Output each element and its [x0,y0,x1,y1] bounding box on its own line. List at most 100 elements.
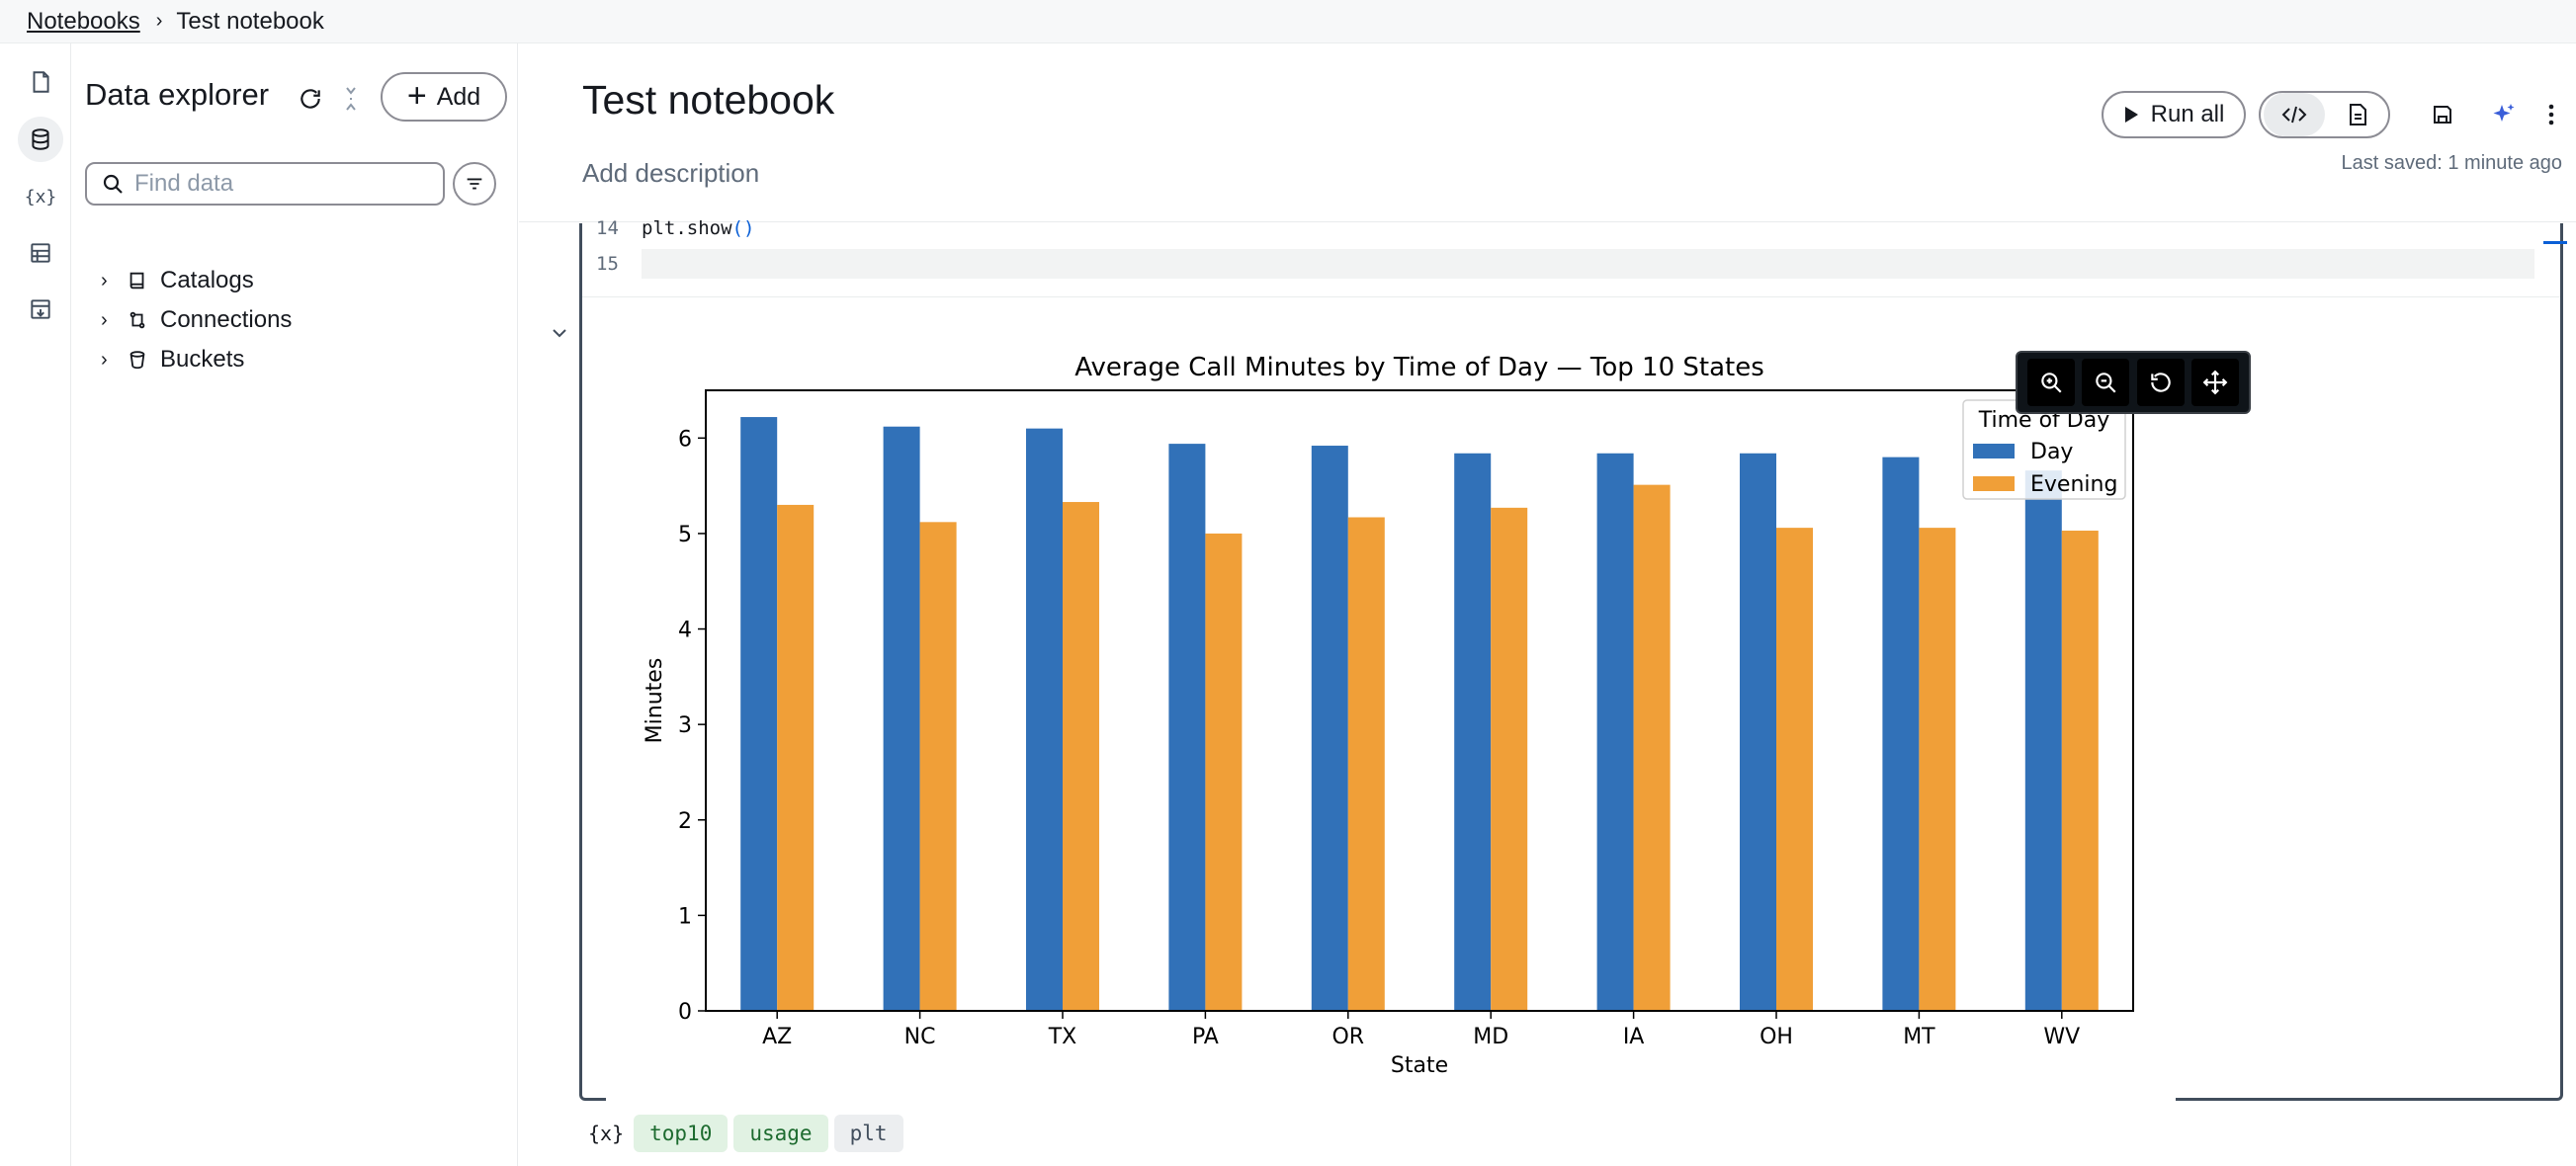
y-tick-label: 1 [678,904,692,929]
code-editor[interactable]: 14 plt.show() 15 [582,217,2560,294]
bar-evening-tx [1063,502,1099,1011]
more-vertical-icon [2548,104,2554,125]
search-field[interactable] [85,162,445,206]
x-tick-label: TX [1048,1025,1077,1049]
tree-item-connections[interactable]: › Connections [101,306,293,333]
filter-button[interactable] [453,162,496,206]
variables-bar: {x} top10 usage plt [588,1115,903,1152]
header-divider [519,221,2576,222]
search-icon [103,174,123,194]
breadcrumb: Notebooks › Test notebook [0,0,2576,43]
cell-output: Average Call Minutes by Time of Day — To… [606,298,2176,1101]
chevron-right-icon[interactable]: › [101,269,108,292]
bar-day-ia [1596,453,1634,1011]
chevron-right-icon[interactable]: › [101,308,108,331]
zoom-in-icon [2041,373,2062,393]
refresh-icon[interactable] [291,79,330,119]
document-view-button[interactable] [2328,93,2389,136]
current-line-highlight [642,249,2534,279]
reset-view-button[interactable] [2136,359,2185,406]
y-tick-label: 5 [678,523,692,547]
x-tick-label: PA [1192,1025,1219,1049]
move-icon [2202,370,2228,395]
collapse-output-button[interactable] [545,318,574,348]
table-icon[interactable] [18,230,63,276]
chart-toolbar [2016,351,2251,414]
chevron-right-icon[interactable]: › [101,348,108,371]
add-button[interactable]: + Add [381,72,507,122]
export-icon[interactable] [18,287,63,332]
chart: Average Call Minutes by Time of Day — To… [606,298,2176,1099]
y-tick-label: 6 [678,427,692,452]
breadcrumb-notebooks-link[interactable]: Notebooks [27,7,140,35]
variable-chip[interactable]: top10 [634,1115,729,1152]
x-tick-label: MT [1903,1025,1935,1049]
notebook-main: Test notebook Add description Run all La… [519,43,2576,1166]
line-number: 14 [596,217,619,239]
connections-icon [129,311,145,329]
notebook-files-icon[interactable] [18,59,63,105]
x-axis-label: State [1391,1053,1448,1078]
x-tick-label: OH [1760,1025,1793,1049]
code-cell[interactable]: 14 plt.show() 15 Average Call Minutes by… [553,217,2563,1101]
description-field[interactable]: Add description [582,158,760,188]
bucket-icon [129,351,145,370]
bar-evening-or [1347,517,1385,1011]
filter-icon [467,178,482,190]
book-icon [129,272,144,290]
search-input[interactable] [134,170,431,198]
tree-item-buckets[interactable]: › Buckets [101,346,245,373]
bar-day-tx [1026,428,1063,1012]
play-icon [2124,107,2138,123]
y-tick-label: 0 [678,1000,692,1025]
legend-label: Day [2030,440,2073,464]
x-tick-label: AZ [762,1025,792,1049]
code-icon [2281,106,2307,124]
bar-day-az [740,417,778,1011]
run-all-button[interactable]: Run all [2102,91,2246,138]
breadcrumb-current: Test notebook [176,7,324,35]
plot-frame [705,389,2134,1012]
collapse-all-icon[interactable] [336,79,366,119]
save-icon [2434,106,2451,124]
panel-title: Data explorer [85,77,270,112]
chart-title: Average Call Minutes by Time of Day — To… [1074,353,1764,382]
y-tick-label: 3 [678,713,692,738]
bar-chart: Average Call Minutes by Time of Day — To… [643,353,2134,1078]
x-tick-label: MD [1473,1025,1508,1049]
legend-swatch-day [1973,444,2015,458]
view-mode-toggle [2259,91,2390,138]
chevron-down-icon [553,329,566,338]
bar-day-wv [2024,470,2062,1011]
pan-button[interactable] [2191,359,2240,406]
variables-icon[interactable]: {x} [24,186,57,208]
bar-evening-pa [1205,533,1243,1011]
code-view-button[interactable] [2264,93,2325,136]
legend-swatch-evening [1973,476,2015,491]
data-explorer-panel: Data explorer + Add › Catalogs › Connect… [71,43,518,1166]
zoom-in-button[interactable] [2026,359,2075,406]
y-tick-label: 4 [678,619,692,643]
reset-icon [2151,373,2171,392]
bar-evening-az [777,504,815,1011]
bar-evening-wv [2061,531,2099,1011]
more-options-button[interactable] [2532,95,2571,134]
notebook-title[interactable]: Test notebook [582,77,835,123]
save-button[interactable] [2423,95,2462,134]
bar-day-nc [883,426,920,1011]
zoom-out-button[interactable] [2082,359,2130,406]
code-output-divider [582,296,2560,297]
ai-assistant-button[interactable] [2484,95,2524,134]
scroll-indicator [2543,241,2567,244]
variable-chip[interactable]: plt [833,1115,903,1152]
bar-day-mt [1882,457,1920,1012]
variable-chip[interactable]: usage [733,1115,828,1152]
icon-rail: {x} [0,43,71,1166]
tree-item-catalogs[interactable]: › Catalogs [101,267,254,293]
x-tick-label: WV [2043,1025,2080,1049]
database-icon[interactable] [18,117,63,162]
variables-label: {x} [588,1122,625,1145]
bar-evening-mt [1919,528,1956,1011]
zoom-out-icon [2096,373,2116,393]
plus-icon: + [406,76,427,115]
